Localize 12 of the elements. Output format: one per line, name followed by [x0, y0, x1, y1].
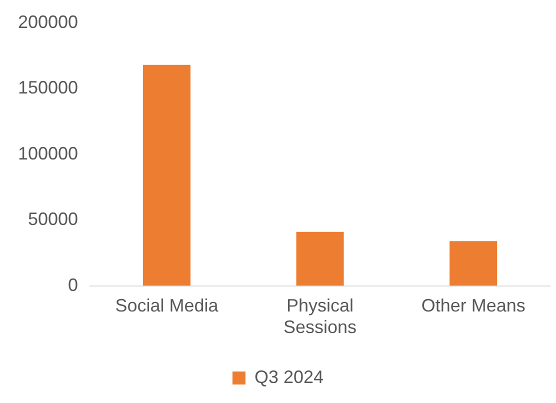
bar: [296, 232, 344, 286]
bar: [450, 241, 498, 286]
legend-label: Q3 2024: [254, 366, 324, 387]
y-tick-label: 150000: [18, 78, 78, 98]
x-tick-label: Other Means: [421, 296, 526, 316]
y-tick-label: 200000: [18, 12, 78, 32]
y-tick-label: 100000: [18, 143, 78, 164]
x-tick-label: Social Media: [115, 296, 220, 316]
bar: [142, 64, 190, 286]
x-tick-label: Physical Sessions: [284, 296, 357, 338]
y-tick-label: 0: [68, 274, 78, 295]
y-tick-label: 50000: [28, 209, 78, 230]
